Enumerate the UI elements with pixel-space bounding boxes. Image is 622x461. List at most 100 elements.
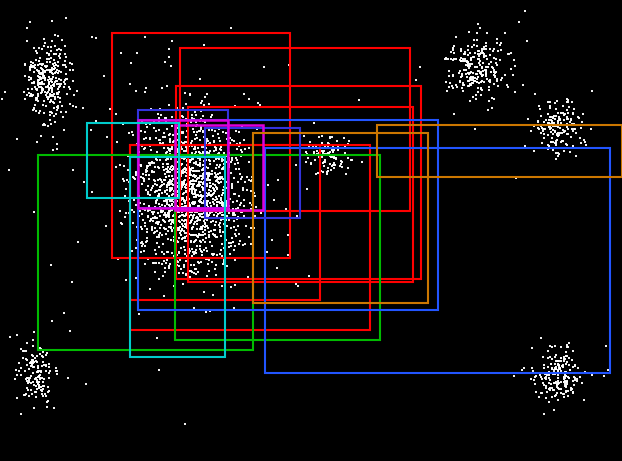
Point	[192, 236, 202, 244]
Point	[545, 353, 555, 361]
Point	[186, 231, 196, 239]
Point	[460, 55, 470, 63]
Point	[200, 165, 210, 173]
Point	[323, 165, 333, 172]
Point	[180, 223, 190, 230]
Point	[167, 220, 177, 227]
Point	[175, 190, 185, 198]
Point	[556, 367, 566, 374]
Point	[192, 121, 202, 129]
Point	[235, 171, 245, 178]
Point	[165, 131, 175, 138]
Point	[185, 219, 195, 227]
Point	[547, 119, 557, 127]
Point	[195, 75, 205, 83]
Point	[499, 30, 509, 37]
Point	[185, 203, 195, 210]
Point	[183, 170, 193, 177]
Point	[199, 217, 209, 225]
Point	[540, 125, 550, 133]
Point	[151, 155, 161, 163]
Point	[458, 88, 468, 95]
Point	[481, 67, 491, 75]
Point	[202, 216, 211, 224]
Point	[173, 188, 183, 195]
Point	[44, 374, 54, 382]
Point	[157, 178, 167, 185]
Point	[445, 79, 455, 87]
Point	[183, 157, 193, 165]
Point	[40, 72, 50, 80]
Point	[197, 166, 207, 174]
Point	[167, 205, 177, 212]
Point	[511, 63, 521, 70]
Point	[190, 219, 200, 226]
Point	[223, 124, 233, 131]
Point	[195, 172, 205, 179]
Point	[215, 226, 225, 234]
Point	[174, 186, 184, 193]
Point	[324, 150, 334, 157]
Point	[188, 167, 198, 175]
Point	[226, 242, 236, 249]
Point	[552, 130, 562, 137]
Point	[538, 353, 548, 360]
Point	[506, 65, 516, 73]
Point	[212, 185, 222, 193]
Point	[186, 157, 196, 164]
Point	[51, 77, 61, 84]
Point	[198, 128, 208, 135]
Point	[202, 247, 212, 254]
Point	[190, 190, 200, 197]
Point	[57, 102, 67, 109]
Point	[485, 51, 495, 58]
Point	[167, 166, 177, 173]
Point	[551, 365, 561, 372]
Point	[172, 261, 182, 269]
Point	[320, 159, 330, 166]
Point	[210, 181, 220, 188]
Point	[220, 165, 230, 172]
Point	[463, 63, 473, 70]
Point	[323, 142, 333, 149]
Point	[219, 163, 229, 171]
Point	[455, 78, 465, 85]
Point	[55, 67, 65, 74]
Point	[195, 152, 205, 160]
Point	[206, 218, 216, 225]
Point	[25, 374, 35, 382]
Point	[571, 152, 581, 160]
Point	[305, 138, 315, 146]
Point	[199, 142, 209, 149]
Point	[224, 154, 234, 161]
Point	[200, 226, 210, 233]
Point	[179, 227, 188, 235]
Point	[486, 68, 496, 75]
Point	[198, 148, 208, 155]
Point	[176, 169, 186, 177]
Point	[22, 374, 32, 381]
Point	[52, 145, 62, 152]
Point	[473, 73, 483, 81]
Point	[29, 359, 39, 366]
Point	[179, 280, 188, 287]
Point	[44, 82, 53, 89]
Point	[161, 156, 171, 164]
Point	[196, 210, 206, 217]
Point	[35, 60, 45, 67]
Point	[320, 143, 330, 151]
Point	[205, 307, 215, 314]
Point	[35, 375, 45, 382]
Point	[174, 269, 183, 276]
Point	[177, 227, 187, 234]
Point	[202, 138, 211, 145]
Point	[226, 170, 236, 177]
Point	[207, 191, 217, 199]
Point	[461, 70, 471, 77]
Point	[185, 165, 195, 172]
Point	[497, 75, 507, 82]
Point	[455, 57, 465, 64]
Point	[190, 248, 200, 256]
Point	[542, 121, 552, 129]
Point	[141, 186, 151, 194]
